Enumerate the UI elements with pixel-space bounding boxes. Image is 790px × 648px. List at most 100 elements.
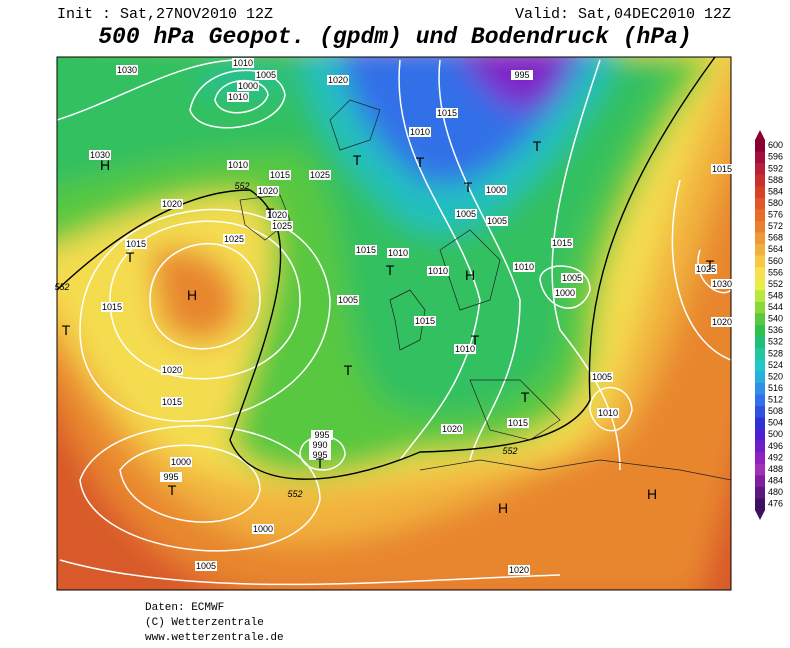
- isobar-label-bg: [257, 186, 279, 196]
- isobar-label: 1020: [162, 365, 182, 375]
- isobar-label-bg: [551, 238, 573, 248]
- coastlines: [239, 99, 731, 481]
- colorbar-swatch: [755, 267, 765, 280]
- isobar-label-bg: [195, 561, 217, 571]
- pressure-center: T: [706, 257, 715, 273]
- isobar-label: 1010: [514, 262, 534, 272]
- isobar-label: 1005: [592, 372, 612, 382]
- isobar-label-bg: [441, 424, 463, 434]
- isobar-label: 1015: [126, 239, 146, 249]
- isobar-label-bg: [337, 295, 359, 305]
- isobar-label: 1020: [509, 565, 529, 575]
- colorbar-swatch: [755, 290, 765, 303]
- isobar-label-bg: [554, 288, 576, 298]
- colorbar-swatch: [755, 255, 765, 268]
- isobar-label-bg: [161, 365, 183, 375]
- colorbar-label: 536: [768, 325, 783, 335]
- colorbar-arrow-bottom: [755, 510, 765, 520]
- isobar-label: 995: [163, 472, 178, 482]
- colorbar-label: 528: [768, 348, 783, 358]
- isobar-label: 995: [514, 70, 529, 80]
- colorbar-label: 512: [768, 395, 783, 405]
- colorbar-swatch: [755, 382, 765, 395]
- isobar-label-bg: [269, 170, 291, 180]
- isobar-label: 1020: [267, 210, 287, 220]
- isobar-label: 1015: [356, 245, 376, 255]
- isobar-label-bg: [508, 565, 530, 575]
- isobar-label-bg: [255, 70, 277, 80]
- isobar-label-bg: [711, 164, 733, 174]
- colorbar-label: 516: [768, 383, 783, 393]
- pressure-center: H: [647, 486, 657, 502]
- colorbar-label: 496: [768, 441, 783, 451]
- isobar-label: 1025: [272, 221, 292, 231]
- colorbar-label: 484: [768, 475, 783, 485]
- pressure-center: T: [416, 154, 425, 170]
- isobar-label: 1010: [410, 127, 430, 137]
- pressure-center: T: [533, 138, 542, 154]
- isobar-label: 1025: [224, 234, 244, 244]
- isobar-label: 1010: [228, 160, 248, 170]
- colorbar-swatch: [755, 440, 765, 453]
- isobar-label-bg: [511, 70, 533, 80]
- isobar-label-bg: [227, 92, 249, 102]
- colorbar-label: 564: [768, 244, 783, 254]
- geopotential-552-contour: [57, 57, 716, 480]
- colorbar-label: 492: [768, 452, 783, 462]
- colorbar-label: 588: [768, 175, 783, 185]
- colorbar-label: 504: [768, 418, 783, 428]
- colorbar-swatch: [755, 359, 765, 372]
- isobar-label: 1015: [437, 108, 457, 118]
- isobar-label: 1000: [171, 457, 191, 467]
- isobar-label-bg: [170, 457, 192, 467]
- colorbar-label: 548: [768, 290, 783, 300]
- isobar-label-bg: [116, 65, 138, 75]
- isobar-label-bg: [485, 185, 507, 195]
- isobar-label: 1015: [415, 316, 435, 326]
- isobar-label: 1005: [562, 273, 582, 283]
- colorbar-swatch: [755, 301, 765, 314]
- isobar-label-bg: [436, 108, 458, 118]
- colorbar-label: 600: [768, 140, 783, 150]
- colorbar-label: 544: [768, 302, 783, 312]
- isobar-label: 1020: [258, 186, 278, 196]
- pressure-center: H: [100, 157, 110, 173]
- isobar-label: 1020: [442, 424, 462, 434]
- isobar-label-bg: [327, 75, 349, 85]
- colorbar-swatch: [755, 475, 765, 488]
- isobar-label-bg: [309, 170, 331, 180]
- pressure-center: H: [498, 500, 508, 516]
- valid-time: Valid: Sat,04DEC2010 12Z: [515, 6, 731, 23]
- colorbar-swatch: [755, 278, 765, 291]
- isobar-label: 990: [312, 440, 327, 450]
- isobar-label-bg: [597, 408, 619, 418]
- pressure-center: T: [266, 205, 275, 221]
- pressure-center: T: [168, 482, 177, 498]
- isobar-label: 1005: [487, 216, 507, 226]
- pressure-center: T: [353, 152, 362, 168]
- isobar-label: 1000: [486, 185, 506, 195]
- isobar-label-bg: [355, 245, 377, 255]
- colorbar-label: 540: [768, 314, 783, 324]
- colorbar-label: 556: [768, 267, 783, 277]
- isobar-label-bg: [160, 472, 182, 482]
- isobar-label: 1005: [196, 561, 216, 571]
- isobar-label: 1015: [552, 238, 572, 248]
- colorbar-swatch: [755, 163, 765, 176]
- colorbar-swatch: [755, 348, 765, 361]
- pressure-center: T: [471, 332, 480, 348]
- colorbar-swatch: [755, 151, 765, 164]
- isobar-label-bg: [711, 279, 733, 289]
- colorbar-label: 584: [768, 186, 783, 196]
- pressure-center: T: [62, 322, 71, 338]
- isobar-label: 1015: [712, 164, 732, 174]
- colorbar-swatch: [755, 405, 765, 418]
- isobar-label: 1025: [310, 170, 330, 180]
- geopotential-label: 552: [287, 489, 302, 499]
- colorbar-label: 576: [768, 210, 783, 220]
- colorbar-label: 524: [768, 360, 783, 370]
- isobar-label: 1005: [338, 295, 358, 305]
- pressure-center: H: [465, 267, 475, 283]
- isobar-label: 1000: [555, 288, 575, 298]
